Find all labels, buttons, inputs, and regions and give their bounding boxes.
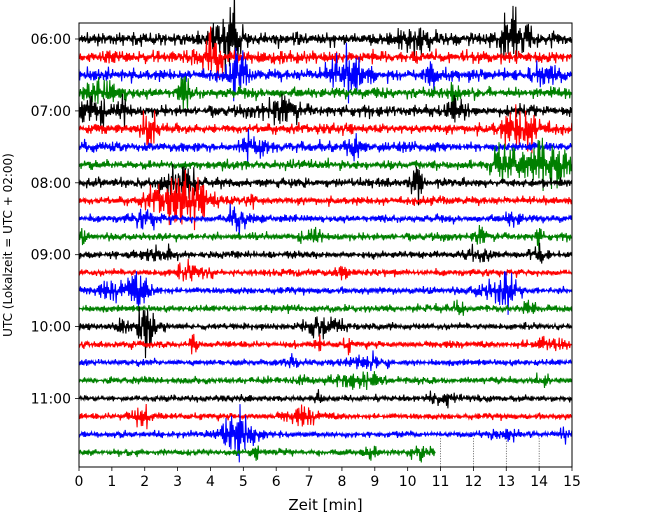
x-tick-label-13: 13 bbox=[497, 474, 515, 490]
trace-16 bbox=[78, 299, 573, 316]
trace-21 bbox=[78, 389, 573, 409]
y-tick-label-1: 07:00 bbox=[31, 104, 71, 120]
trace-3 bbox=[78, 42, 573, 104]
trace-5 bbox=[78, 93, 573, 128]
trace-19 bbox=[78, 350, 573, 372]
trace-9 bbox=[78, 163, 573, 206]
trace-15 bbox=[78, 271, 573, 315]
trace-4 bbox=[78, 75, 573, 110]
trace-7 bbox=[78, 128, 573, 164]
trace-11 bbox=[78, 203, 573, 238]
y-tick-label-4: 10:00 bbox=[31, 320, 71, 336]
seismic-traces bbox=[78, 0, 573, 463]
x-tick-label-15: 15 bbox=[563, 474, 581, 490]
trace-14 bbox=[78, 258, 573, 282]
x-tick-label-12: 12 bbox=[464, 474, 482, 490]
x-tick-label-0: 0 bbox=[75, 474, 84, 490]
x-axis-label: Zeit [min] bbox=[288, 496, 362, 514]
trace-20 bbox=[78, 371, 573, 391]
trace-24 bbox=[78, 445, 436, 463]
trace-6 bbox=[78, 104, 573, 154]
trace-2 bbox=[78, 26, 573, 79]
y-axis-ticks: 06:00 07:00 08:00 09:00 10:00 11:00 bbox=[31, 32, 79, 408]
x-tick-label-14: 14 bbox=[530, 474, 548, 490]
trace-12 bbox=[78, 224, 573, 251]
y-tick-label-3: 09:00 bbox=[31, 248, 71, 264]
x-tick-label-8: 8 bbox=[337, 474, 346, 490]
trace-17 bbox=[78, 306, 573, 359]
x-tick-label-4: 4 bbox=[206, 474, 215, 490]
trace-22 bbox=[78, 403, 573, 430]
trace-13 bbox=[78, 242, 573, 264]
x-axis-ticks: 0 1 2 3 4 5 6 7 8 9 10 11 12 13 14 15 bbox=[75, 467, 581, 490]
x-tick-label-9: 9 bbox=[370, 474, 379, 490]
trace-23 bbox=[78, 404, 573, 463]
trace-18 bbox=[78, 333, 573, 356]
y-tick-label-2: 08:00 bbox=[31, 176, 71, 192]
y-axis-label: UTC (Lokalzeit = UTC + 02:00) bbox=[1, 153, 15, 337]
y-tick-label-0: 06:00 bbox=[31, 32, 71, 48]
x-tick-label-1: 1 bbox=[107, 474, 116, 490]
trace-10 bbox=[78, 169, 573, 231]
x-tick-label-5: 5 bbox=[239, 474, 248, 490]
x-tick-label-3: 3 bbox=[173, 474, 182, 490]
gridlines bbox=[440, 438, 540, 467]
y-tick-label-5: 11:00 bbox=[31, 392, 71, 408]
plot-frame bbox=[78, 22, 573, 468]
x-tick-label-2: 2 bbox=[140, 474, 149, 490]
trace-8 bbox=[78, 137, 573, 192]
x-tick-label-11: 11 bbox=[432, 474, 450, 490]
x-tick-label-7: 7 bbox=[305, 474, 314, 490]
x-tick-label-6: 6 bbox=[272, 474, 281, 490]
trace-1 bbox=[78, 0, 573, 76]
x-tick-label-10: 10 bbox=[399, 474, 417, 490]
